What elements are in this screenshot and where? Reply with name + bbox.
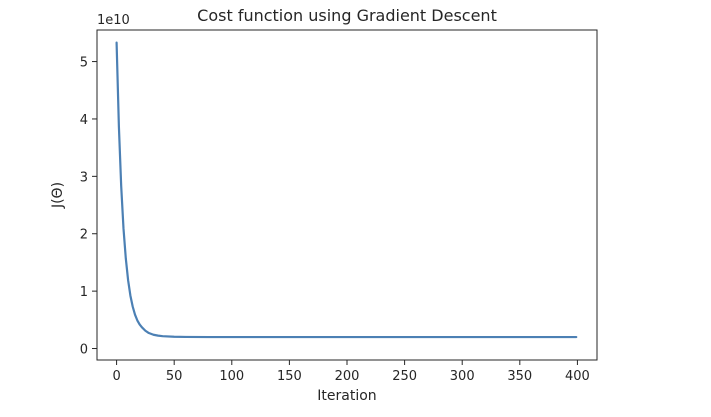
- x-tick-label: 150: [277, 369, 302, 384]
- plot-frame: [96, 29, 598, 361]
- y-tick-label: 5: [80, 56, 88, 71]
- x-tick-label: 50: [166, 369, 183, 384]
- y-tick-label: 3: [80, 170, 88, 185]
- y-tick-label: 0: [80, 343, 88, 358]
- plot-layer: [115, 41, 578, 339]
- cost-series-line: [115, 41, 578, 339]
- y-tick-label: 1: [80, 285, 88, 300]
- y-tick-label: 2: [80, 228, 88, 243]
- x-axis: 0 50 100 150 200 250 300 350 400: [112, 360, 590, 384]
- x-tick-label: 0: [112, 369, 120, 384]
- x-tick-label: 250: [392, 369, 417, 384]
- x-tick-label: 200: [335, 369, 360, 384]
- y-offset-label: 1e10: [97, 13, 130, 28]
- chart-title: Cost function using Gradient Descent: [197, 6, 497, 25]
- y-axis: 0 1 2 3 4 5: [80, 56, 97, 358]
- y-tick-label: 4: [80, 113, 88, 128]
- y-axis-label: J(Θ): [50, 182, 66, 209]
- x-tick-label: 100: [219, 369, 244, 384]
- x-tick-label: 300: [450, 369, 475, 384]
- x-tick-label: 400: [565, 369, 590, 384]
- x-tick-label: 350: [507, 369, 532, 384]
- x-axis-label: Iteration: [317, 388, 376, 404]
